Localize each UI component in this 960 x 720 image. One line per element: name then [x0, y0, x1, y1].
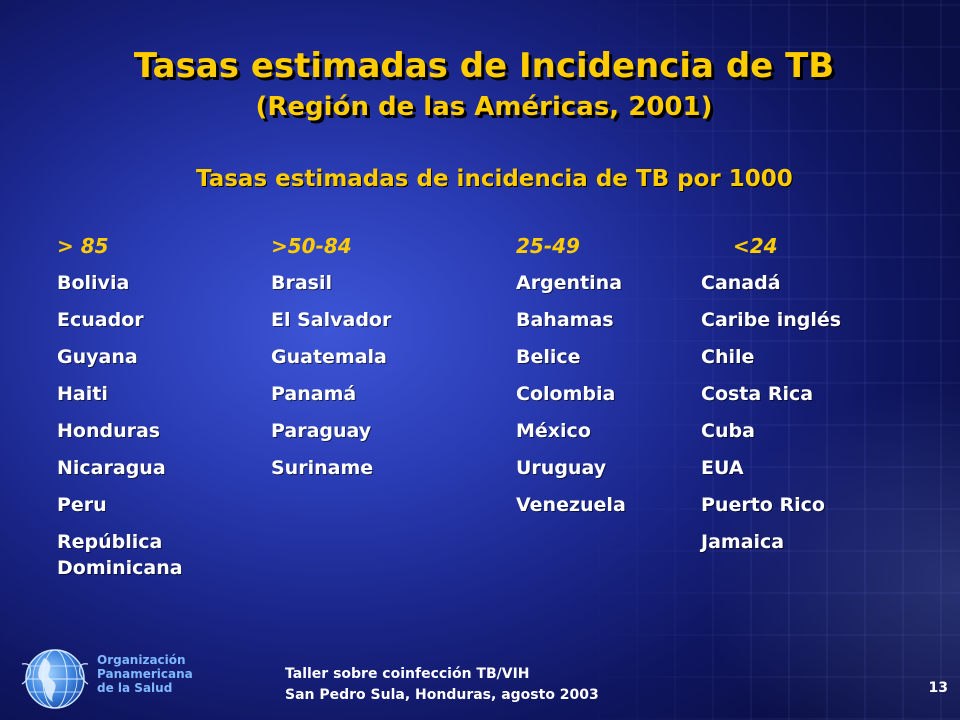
- country-item: Brasil: [271, 272, 333, 294]
- country-item: Paraguay: [271, 420, 372, 442]
- column-25-49: 25-49 Argentina Bahamas Belice Colombia …: [516, 232, 626, 529]
- column-over-85: > 85 Bolivia Ecuador Guyana Haiti Hondur…: [57, 232, 183, 579]
- paho-globe-logo-icon: [21, 649, 89, 709]
- event-footer: Taller sobre coinfección TB/VIH San Pedr…: [285, 664, 599, 706]
- country-item: Uruguay: [516, 457, 607, 479]
- country-item: El Salvador: [271, 309, 392, 331]
- country-item: Chile: [701, 346, 755, 368]
- country-item: Honduras: [57, 420, 161, 442]
- country-item: Ecuador: [57, 309, 144, 331]
- column-header: > 85: [57, 234, 109, 258]
- country-item: EUA: [701, 457, 744, 479]
- country-item: Guyana: [57, 346, 138, 368]
- organization-name-line: de la Salud: [97, 681, 173, 695]
- event-title: Taller sobre coinfección TB/VIH: [285, 666, 530, 682]
- country-item: República Dominicana: [57, 531, 183, 579]
- column-under-24: <24 Canadá Caribe inglés Chile Costa Ric…: [701, 232, 841, 566]
- slide-title: Tasas estimadas de Incidencia de TB: [133, 46, 835, 86]
- country-item: Colombia: [516, 383, 616, 405]
- country-item: Peru: [57, 494, 107, 516]
- column-header: 25-49: [516, 234, 580, 258]
- country-item: Canadá: [701, 272, 781, 294]
- country-item: Bahamas: [516, 309, 614, 331]
- country-item: Nicaragua: [57, 457, 166, 479]
- column-header: >50-84: [271, 234, 352, 258]
- country-item: Guatemala: [271, 346, 387, 368]
- country-item: Caribe inglés: [701, 309, 842, 331]
- table-heading: Tasas estimadas de incidencia de TB por …: [196, 166, 793, 192]
- country-item: Haiti: [57, 383, 108, 405]
- country-item: Cuba: [701, 420, 755, 442]
- country-item: Panamá: [271, 383, 357, 405]
- country-item: México: [516, 420, 591, 442]
- country-item: Suriname: [271, 457, 374, 479]
- country-item: Venezuela: [516, 494, 626, 516]
- organization-name: Organización Panamericana de la Salud: [97, 653, 193, 695]
- country-item: Bolivia: [57, 272, 130, 294]
- organization-name-line: Organización: [97, 653, 186, 667]
- event-location-date: San Pedro Sula, Honduras, agosto 2003: [285, 687, 599, 703]
- country-item: Jamaica: [701, 531, 785, 553]
- country-item: Costa Rica: [701, 383, 814, 405]
- country-item: Puerto Rico: [701, 494, 825, 516]
- column-header: <24: [733, 234, 778, 258]
- slide-subtitle: (Región de las Américas, 2001): [255, 92, 713, 122]
- page-number: 13: [928, 680, 948, 696]
- country-item: Argentina: [516, 272, 623, 294]
- country-item: Belice: [516, 346, 581, 368]
- organization-name-line: Panamericana: [97, 667, 193, 681]
- column-50-84: >50-84 Brasil El Salvador Guatemala Pana…: [271, 232, 391, 492]
